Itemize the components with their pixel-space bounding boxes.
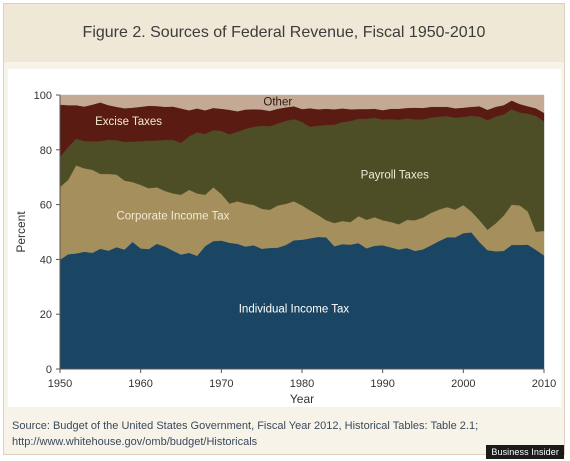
x-axis-title: Year (290, 392, 314, 406)
watermark-badge: Business Insider (486, 445, 564, 459)
series-label: Other (263, 97, 292, 109)
y-tick-label: 60 (40, 200, 52, 212)
x-tick-label: 2010 (532, 378, 556, 390)
y-tick-label: 100 (34, 90, 52, 102)
series-label: Corporate Income Tax (116, 211, 229, 223)
x-tick-label: 1960 (128, 378, 152, 390)
stacked-area-chart: 0 20 40 60 80 100 1950 1960 1970 1980 1990 2000 2010… (14, 90, 556, 406)
source-line-1: Source: Budget of the United States Gove… (12, 420, 479, 432)
x-tick-label: 2000 (451, 378, 475, 390)
series-label: Payroll Taxes (361, 169, 429, 181)
y-tick-label: 20 (40, 309, 52, 321)
x-tick-label: 1980 (290, 378, 314, 390)
source-note: Source: Budget of the United States Gove… (12, 418, 552, 450)
x-tick-label: 1970 (209, 378, 233, 390)
x-tick-label: 1990 (370, 378, 394, 390)
series-area-4 (59, 94, 545, 114)
y-axis-title: Percent (14, 211, 28, 253)
figure-frame: Figure 2. Sources of Federal Revenue, Fi… (3, 3, 565, 455)
y-tick-label: 80 (40, 145, 52, 157)
series-label: Excise Taxes (95, 116, 162, 128)
y-tick-label: 0 (46, 364, 52, 376)
plot-panel: 0 20 40 60 80 100 1950 1960 1970 1980 1990 2000 2010… (8, 69, 561, 407)
y-tick-label: 40 (40, 254, 52, 266)
series-label: Individual Income Tax (239, 304, 350, 316)
figure-title: Figure 2. Sources of Federal Revenue, Fi… (4, 4, 564, 62)
x-tick-label: 1950 (48, 378, 72, 390)
source-line-2: http://www.whitehouse.gov/omb/budget/His… (12, 436, 258, 448)
series-area-0 (59, 232, 545, 370)
